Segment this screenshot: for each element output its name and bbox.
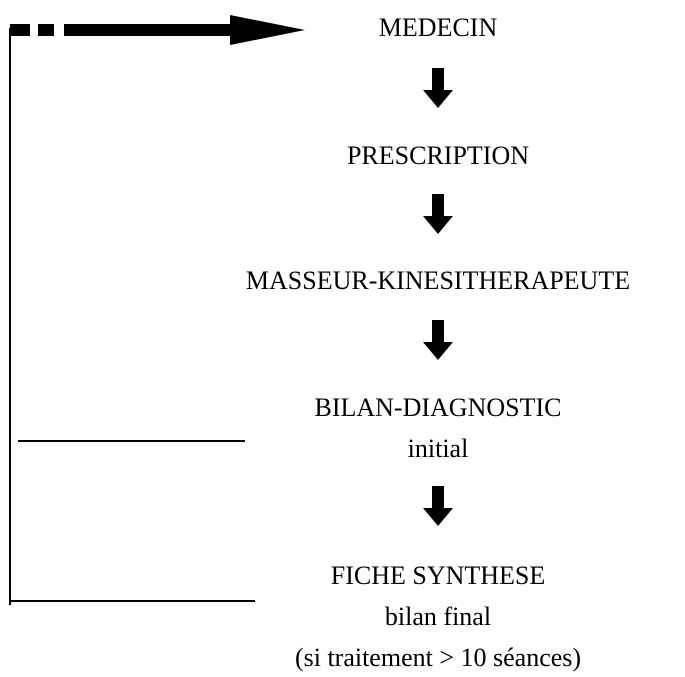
dash	[10, 24, 30, 36]
feedback-loop	[9, 15, 305, 605]
down-arrow	[423, 486, 453, 526]
node-label: initial	[408, 434, 469, 463]
down-arrow	[423, 194, 453, 234]
node-label: MEDECIN	[379, 13, 498, 42]
labels: MEDECIN PRESCRIPTION MASSEUR-KINESITHERAPE…	[246, 13, 630, 672]
node-label: MASSEUR-KINESITHERAPEUTE	[246, 266, 630, 295]
flow-arrows	[423, 68, 453, 526]
down-arrow	[423, 320, 453, 360]
node-label: PRESCRIPTION	[347, 141, 529, 170]
dash	[64, 24, 234, 36]
node-label: bilan final	[385, 602, 491, 631]
dash	[38, 24, 54, 36]
node-label: (si traitement > 10 séances)	[295, 643, 581, 672]
node-label: FICHE SYNTHESE	[331, 561, 546, 590]
node-label: BILAN-DIAGNOSTIC	[315, 393, 562, 422]
down-arrow	[423, 68, 453, 108]
arrow-head	[230, 15, 305, 45]
